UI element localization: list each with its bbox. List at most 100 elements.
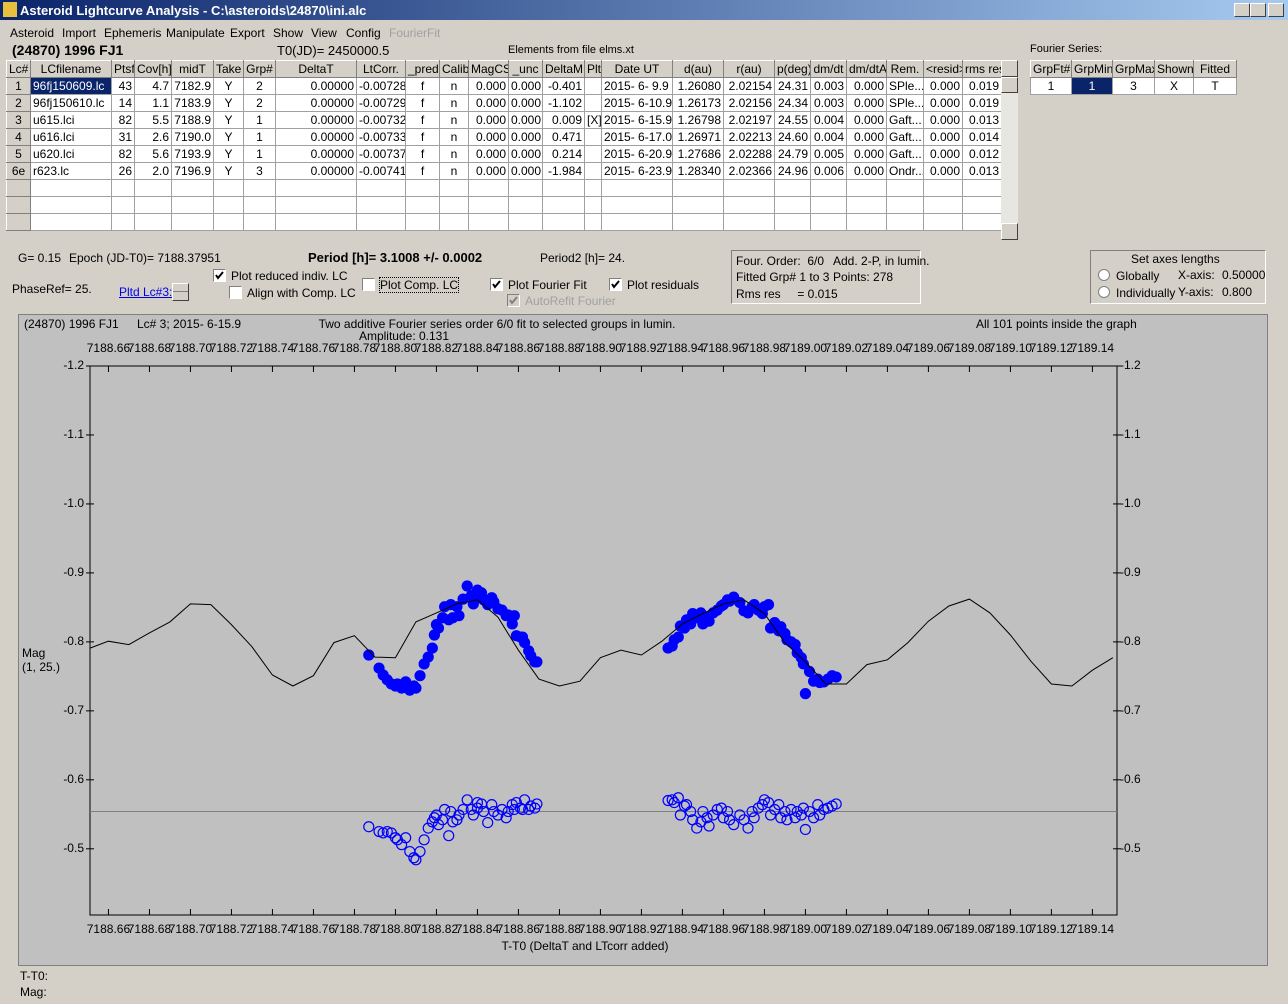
table-cell: 1 [1030,77,1072,95]
empty-cell [584,213,602,231]
residual-point [408,852,420,864]
check-stroke [509,296,518,305]
table-cell: -0.00737 [356,145,406,163]
menu-item[interactable]: Config [346,26,381,40]
menu-item[interactable]: Show [273,26,304,40]
empty-cell [723,179,775,197]
x-tick-label: 7189.06 [907,922,951,936]
table-cell: 1 [243,145,276,163]
x-tick-label-top: 7189.10 [989,341,1033,355]
table-cell: Gaft... [886,111,924,129]
table-cell: 0.000 [508,94,543,112]
residual-point [781,814,793,826]
table-cell: 2015- 6-15.9 [601,111,673,129]
x-tick-label-top: 7188.96 [702,341,746,355]
empty-cell [810,179,847,197]
table-cell: 1 [6,77,31,95]
table-cell: 5.5 [134,111,172,129]
x-tick-label: 7188.92 [620,922,664,936]
column-header: GrpFt# [1030,60,1072,78]
residual-point [703,820,715,832]
table-cell: X [1154,77,1194,95]
scroll-up[interactable] [1001,60,1018,77]
column-header: _pred [405,60,440,78]
x-tick-label-top: 7188.92 [620,341,664,355]
table-cell: 2.02154 [723,77,775,95]
menu-item[interactable]: FourierFit [389,26,441,40]
table-cell: 0.000 [468,111,509,129]
table-cell: 1.26971 [672,128,724,146]
table-cell: 0.014 [962,128,1002,146]
table-cell: 4 [6,128,31,146]
residual-point [803,805,816,818]
empty-cell [30,179,112,197]
empty-cell [846,196,887,214]
table-cell: 0.019 [962,77,1002,95]
close-button[interactable] [1268,3,1284,17]
empty-cell [468,179,509,197]
table-cell: 24.31 [774,77,811,95]
chart: (24870) 1996 FJ1 Lc# 3; 2015- 6-15.9 Two a… [18,314,1268,966]
menu-item[interactable]: Manipulate [166,26,225,40]
period: Period [h]= 3.1008 +/- 0.0002 [308,250,483,265]
empty-cell [508,196,543,214]
check-mark [611,280,620,289]
menu-item[interactable]: View [311,26,337,40]
table-cell: n [439,111,469,129]
scrollbar[interactable] [1001,60,1018,240]
empty-cell [810,213,847,231]
empty-row [6,213,1002,231]
menu-item[interactable]: Export [230,26,265,40]
residual-point [674,809,686,821]
restore-button[interactable] [1250,3,1266,17]
empty-cell [886,179,924,197]
column-header: <resid> [923,60,963,78]
x-tick-label: 7188.82 [415,922,459,936]
x-tick-label-top: 7189.12 [1030,341,1074,355]
x-tick-label-top: 7189.02 [825,341,869,355]
scroll-thumb[interactable] [1001,77,1018,93]
empty-cell [134,213,172,231]
table-cell: u616.lci [30,128,112,146]
empty-cell [405,196,440,214]
empty-cell [601,196,673,214]
table-cell: Y [213,145,244,163]
x-tick-label-top: 7188.80 [374,341,418,355]
x-tick-label-top: 7188.66 [87,341,131,355]
column-header: Cov[h] [134,60,172,78]
residual-point [457,803,469,816]
column-header: r(au) [723,60,775,78]
table-cell: 7193.9 [171,145,214,163]
checkbox-label: Align with Comp. LC [247,286,356,300]
empty-cell [468,196,509,214]
menu-item[interactable]: Ephemeris [104,26,162,40]
spinner[interactable] [172,283,189,301]
chart-subtitle: Lc# 3; 2015- 6-15.9 [137,317,241,331]
menu-item[interactable]: Import [62,26,97,40]
x-tick-label: 7188.78 [333,922,377,936]
empty-cell [243,179,276,197]
spinner-divider [173,291,188,292]
empty-cell [30,213,112,231]
status-t: T-T0: [20,969,49,983]
x-tick-label: 7188.72 [210,922,254,936]
empty-cell [508,213,543,231]
table-cell: 0.000 [846,94,887,112]
plotted-lc-link[interactable]: Pltd Lc#3: [119,285,173,299]
minimize-button[interactable] [1234,3,1250,17]
table-cell: 24.96 [774,162,811,180]
column-header: _unc [508,60,543,78]
table-cell: Ondr... [886,162,924,180]
empty-cell [846,213,887,231]
column-header: dm/dt [810,60,847,78]
residual-point [756,799,768,811]
table-cell: 6e [6,162,31,180]
x-tick-label-top: 7188.70 [169,341,213,355]
elements-label: Elements from file elms.xt [508,44,634,56]
empty-cell [171,213,214,231]
table-cell: 2015- 6- 9.9 [601,77,673,95]
empty-cell [356,179,406,197]
menu-item[interactable]: Asteroid [10,26,55,40]
scroll-down[interactable] [1001,223,1018,240]
